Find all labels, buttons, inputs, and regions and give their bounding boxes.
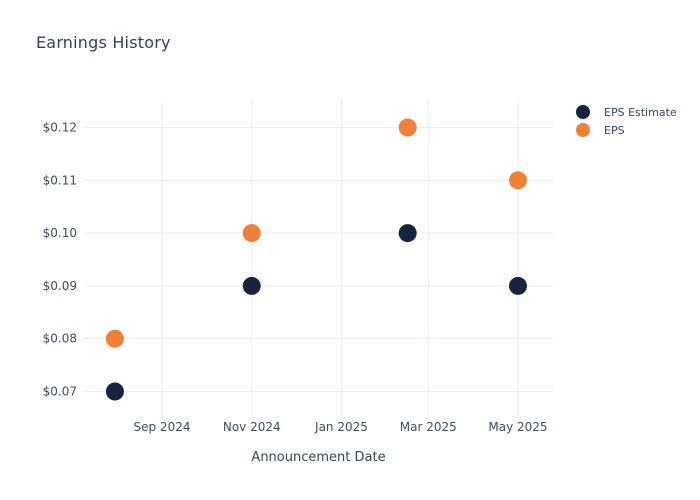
data-point-eps: [509, 171, 527, 190]
y-tick-label: $0.09: [43, 279, 77, 293]
y-tick-label: $0.07: [43, 385, 77, 399]
y-tick-label: $0.11: [43, 173, 77, 187]
y-tick-label: $0.10: [43, 226, 77, 240]
y-tick-label: $0.08: [43, 332, 77, 346]
data-point-eps-estimate: [105, 382, 124, 401]
data-point-eps-estimate: [509, 276, 527, 295]
y-tick-label: $0.12: [43, 121, 77, 135]
data-point-eps-estimate: [242, 276, 261, 295]
x-tick-label: Nov 2024: [223, 420, 281, 434]
x-tick-label: Sep 2024: [134, 420, 191, 434]
data-point-eps: [398, 118, 417, 137]
data-point-eps: [242, 224, 261, 243]
chart-legend: EPS Estimate EPS: [576, 105, 677, 137]
x-tick-label: Mar 2025: [400, 420, 457, 434]
legend-label: EPS Estimate: [604, 105, 677, 119]
x-tick-label: May 2025: [488, 420, 547, 434]
x-tick-label: Jan 2025: [314, 420, 368, 434]
data-point-eps-estimate: [398, 224, 417, 243]
legend-item-eps-estimate: EPS Estimate: [576, 105, 677, 119]
x-axis-title: Announcement Date: [251, 450, 385, 465]
legend-item-eps: EPS: [576, 123, 677, 137]
data-point-eps: [105, 329, 124, 348]
legend-marker-icon: [576, 105, 590, 119]
chart-title: Earnings History: [36, 33, 171, 52]
legend-marker-icon: [576, 123, 590, 137]
legend-label: EPS: [604, 123, 625, 137]
